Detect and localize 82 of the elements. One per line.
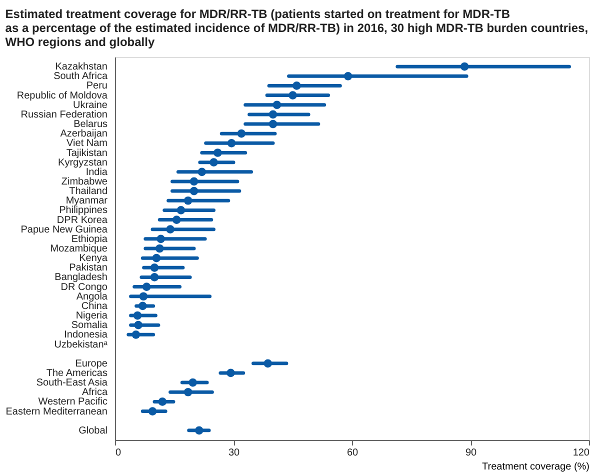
y-tick-label: The Americas: [46, 368, 108, 379]
point: [237, 129, 246, 138]
point: [158, 398, 167, 406]
y-tick-label: Tajikistan: [66, 148, 108, 159]
point: [292, 82, 301, 90]
point: [134, 320, 142, 330]
point: [210, 158, 218, 166]
y-tick-label: Russian Federation: [20, 109, 108, 120]
text: Estimated treatment coverage for MDR/RR-TB (patients started on treatment for MDR-TB: [5, 7, 510, 21]
x-tick-label: 30: [228, 448, 240, 458]
y-tick-label: Republic of Moldova: [16, 90, 108, 102]
y-tick-label: Kenya: [79, 253, 108, 264]
y-tick-label: DR Congo: [60, 282, 108, 293]
y-tick-label: Africa: [82, 387, 108, 398]
y-tick-label: South Africa: [54, 71, 108, 82]
point: [190, 186, 198, 196]
x-tick-label: 0: [116, 448, 122, 458]
point: [133, 311, 142, 320]
y-tick-label: South-East Asia: [36, 378, 108, 389]
y-tick-label: Papue New Guinea: [20, 224, 108, 236]
x-tick-label: 60: [346, 448, 358, 458]
y-tick-label: DPR Korea: [56, 214, 108, 226]
y-tick-label: Peru: [86, 80, 108, 92]
x-axis-title: Treatment coverage (%): [482, 462, 590, 472]
point: [194, 426, 204, 435]
y-tick-label: China: [81, 300, 108, 312]
point: [150, 273, 159, 282]
point: [227, 139, 236, 148]
point: [184, 196, 192, 205]
y-tick-label: Somalia: [71, 320, 108, 332]
point: [150, 263, 159, 272]
y-tick-label: Angola: [76, 291, 108, 302]
y-tick-label: Indonesia: [64, 330, 108, 341]
point: [184, 388, 192, 396]
point: [139, 292, 148, 301]
y-tick-label: Mozambique: [50, 244, 108, 254]
y-tick-label: Pakistan: [69, 262, 108, 274]
point: [268, 110, 278, 119]
point: [214, 148, 222, 157]
point: [132, 330, 140, 339]
x-tick-label: 90: [465, 448, 477, 458]
y-tick-label: Ethiopia: [71, 234, 108, 245]
point: [288, 91, 297, 100]
point: [268, 120, 278, 128]
point: [166, 225, 174, 234]
y-tick-label: Uzbekistanᵃ: [54, 339, 108, 350]
point: [226, 368, 235, 378]
y-tick-label: Viet Nam: [66, 138, 108, 150]
y-tick-label: Belarus: [74, 119, 108, 130]
point: [460, 62, 469, 71]
point: [155, 244, 164, 253]
point: [152, 254, 161, 262]
y-tick-label: Europe: [75, 358, 108, 370]
point: [176, 206, 186, 214]
y-tick-label: Ukraine: [73, 100, 108, 111]
point: [264, 359, 272, 368]
y-tick-label: Zimbabwe: [61, 176, 108, 188]
y-tick-label: Myanmar: [66, 196, 108, 207]
point: [188, 378, 197, 387]
y-tick-label: Nigeria: [76, 310, 108, 322]
point: [198, 168, 206, 176]
y-tick-label: Kazakhstan: [55, 62, 108, 73]
y-tick-label: Eastern Mediterranean: [6, 406, 108, 418]
text: as a percentage of the estimated incidence of MDR/RR-TB) in 2016, 30 high MDR-TB burden countries,: [5, 21, 588, 35]
point: [190, 177, 198, 186]
point: [272, 100, 282, 110]
y-tick-label: Kyrgyzstan: [58, 157, 108, 168]
y-tick-label: India: [86, 166, 108, 178]
y-tick-label: Philippines: [59, 205, 108, 216]
point: [142, 282, 151, 291]
point: [344, 72, 352, 80]
text: WHO regions and globally: [5, 35, 155, 49]
y-tick-label: Thailand: [69, 186, 108, 198]
x-tick-label: 120: [572, 448, 590, 458]
point: [148, 407, 157, 416]
y-tick-label: Western Pacific: [38, 396, 108, 408]
point: [156, 234, 166, 244]
y-tick-label: Azerbaijan: [60, 128, 108, 140]
y-tick-label: Bangladesh: [54, 272, 108, 284]
point: [138, 302, 147, 310]
point: [172, 216, 181, 224]
y-tick-label: Global: [78, 425, 108, 436]
